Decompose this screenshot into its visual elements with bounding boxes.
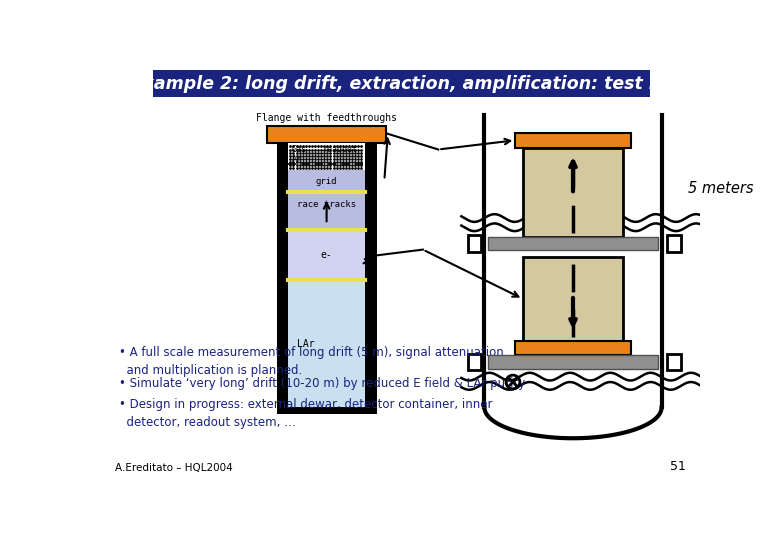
Text: readout: readout (323, 145, 358, 154)
Bar (467, 235, 481, 252)
Bar (154, 70, 650, 97)
Bar (288, 231, 365, 280)
Text: grid: grid (316, 177, 338, 186)
Bar (486, 115, 660, 438)
Bar (365, 143, 377, 408)
Bar (488, 237, 658, 251)
Bar (488, 355, 658, 369)
Bar (516, 341, 631, 355)
Bar (523, 256, 623, 341)
Bar (288, 192, 365, 231)
Bar (267, 126, 386, 143)
Text: LAr: LAr (297, 339, 315, 349)
Bar (288, 143, 365, 408)
Text: • Design in progress: external dewar, detector container, inner
  detector, read: • Design in progress: external dewar, de… (119, 398, 492, 429)
Bar (288, 143, 365, 170)
Bar (467, 354, 481, 370)
Text: Gas
Ar: Gas Ar (292, 145, 307, 164)
Bar (288, 170, 365, 192)
Bar (523, 148, 623, 237)
Bar (288, 280, 365, 408)
Text: 51: 51 (670, 460, 686, 473)
Text: race tracks: race tracks (297, 200, 356, 210)
Text: 5 meters: 5 meters (689, 181, 754, 196)
Text: R&D example 2: long drift, extraction, amplification: test module: R&D example 2: long drift, extraction, a… (82, 75, 721, 93)
Bar (486, 115, 660, 437)
Text: Flange with feedthroughs: Flange with feedthroughs (256, 113, 397, 123)
Bar (667, 354, 681, 370)
Bar (277, 408, 377, 414)
Text: e-: e- (321, 251, 332, 260)
Text: • Simulate ‘very long’ drift (10-20 m) by reduced E field & LAr purity: • Simulate ‘very long’ drift (10-20 m) b… (119, 377, 525, 390)
Text: A.Ereditato – HQL2004: A.Ereditato – HQL2004 (115, 463, 232, 473)
Bar (277, 143, 288, 408)
Text: • A full scale measurement of long drift (5 m), signal attenuation
  and multipl: • A full scale measurement of long drift… (119, 346, 503, 377)
Bar (516, 132, 631, 148)
Bar (667, 235, 681, 252)
